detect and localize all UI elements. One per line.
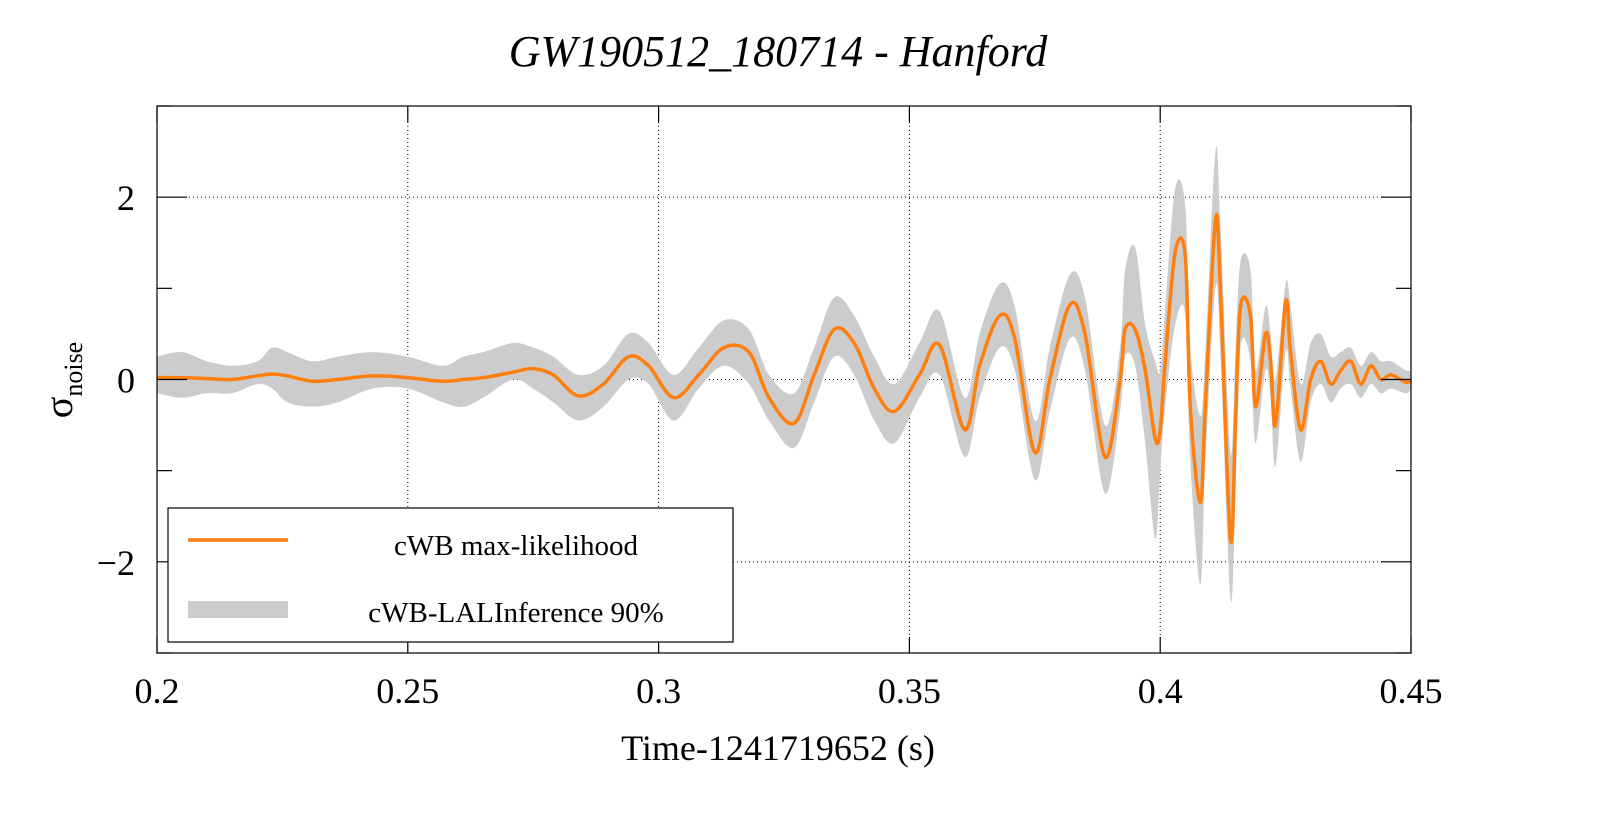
x-tick-label-4: 0.4 xyxy=(1138,671,1183,711)
max-likelihood-line xyxy=(156,212,1413,544)
y-tick-labels: 2 0 −2 xyxy=(97,178,135,583)
legend-label-max-likelihood: cWB max-likelihood xyxy=(394,530,639,562)
y-tick-label-1: 0 xyxy=(117,361,135,401)
chart-title: GW190512_180714 - Hanford xyxy=(509,27,1049,76)
x-tick-labels: 0.2 0.25 0.3 0.35 0.4 0.45 xyxy=(135,671,1443,711)
x-tick-label-5: 0.45 xyxy=(1380,671,1443,711)
x-tick-label-0: 0.2 xyxy=(135,671,180,711)
y-tick-label-0: 2 xyxy=(117,178,135,218)
legend: cWB max-likelihood cWB-LALInference 90% xyxy=(167,507,734,643)
legend-label-band: cWB-LALInference 90% xyxy=(368,597,663,629)
y-axis-label-symbol: σ xyxy=(36,397,81,419)
legend-box xyxy=(167,507,734,643)
y-axis-label-subscript: noise xyxy=(59,342,88,397)
y-tick-label-2: −2 xyxy=(97,543,135,583)
x-tick-label-3: 0.35 xyxy=(878,671,941,711)
x-axis-label: Time-1241719652 (s) xyxy=(621,728,935,768)
y-axis-label: σnoise xyxy=(36,342,88,418)
x-tick-label-2: 0.3 xyxy=(636,671,681,711)
legend-swatch-band xyxy=(188,601,288,618)
confidence-band-area xyxy=(157,146,1411,603)
x-tick-label-1: 0.25 xyxy=(376,671,439,711)
